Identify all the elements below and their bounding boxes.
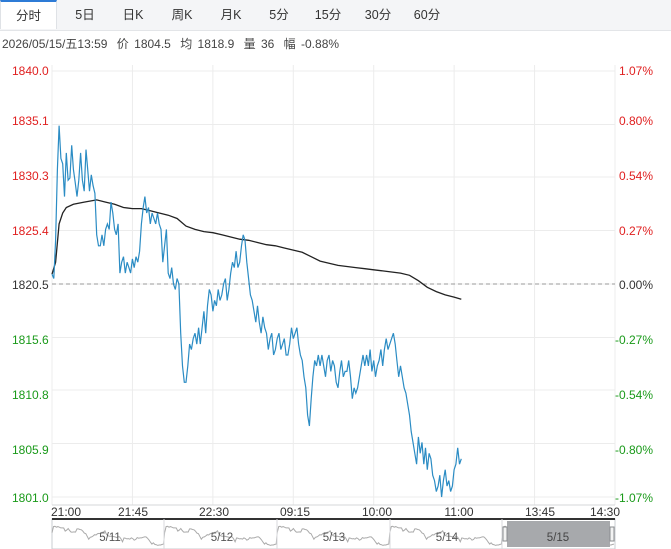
price-label: 价	[116, 37, 129, 51]
price-value: 1804.5	[134, 37, 171, 51]
pct-tick-label: 0.27%	[618, 224, 653, 238]
quote-datetime: 2026/05/15/五13:59	[2, 37, 108, 51]
tab-daily-k[interactable]: 日K	[122, 8, 144, 22]
pct-tick-label: -0.27%	[614, 333, 653, 347]
pct-tick-label: 0.80%	[618, 114, 653, 128]
navigator-date-label: 5/15	[546, 532, 570, 544]
x-tick-label: 21:00	[50, 505, 82, 519]
x-tick-label: 22:30	[198, 505, 230, 519]
tab-60-min[interactable]: 60分	[413, 8, 441, 22]
volume-value: 36	[260, 37, 275, 51]
quote-info-bar: 2026/05/15/五13:59 价 1804.5 均 1818.9 量 36…	[0, 31, 671, 57]
x-tick-label: 21:45	[117, 505, 149, 519]
navigator-left-handle[interactable]	[502, 526, 508, 542]
y-tick-label: 1820.5	[12, 278, 49, 292]
x-tick-label: 10:00	[361, 505, 393, 519]
tab-30-min[interactable]: 30分	[364, 8, 392, 22]
pct-tick-label: 1.07%	[618, 64, 653, 78]
y-tick-label: 1840.0	[12, 64, 49, 78]
pct-tick-label: -0.54%	[614, 388, 653, 402]
navigator-date-label: 5/11	[99, 532, 121, 544]
y-tick-label: 1830.3	[12, 169, 49, 183]
tab-15-min[interactable]: 15分	[314, 8, 342, 22]
chart-grid	[51, 65, 616, 506]
period-tab-bar: 分时 5日 日K 周K 月K 5分 15分 30分 60分	[0, 0, 671, 31]
navigator-selection[interactable]	[507, 521, 610, 547]
tab-monthly-k[interactable]: 月K	[220, 8, 242, 22]
range-navigator[interactable]	[51, 518, 616, 549]
volume-label: 量	[243, 37, 256, 51]
y-tick-label: 1805.9	[12, 443, 49, 457]
avg-label: 均	[180, 37, 193, 51]
tab-5-min[interactable]: 5分	[269, 8, 289, 22]
navigator-date-label: 5/12	[210, 532, 234, 544]
x-tick-label: 09:15	[279, 505, 311, 519]
navigator-date-label: 5/14	[435, 532, 459, 544]
avg-value: 1818.9	[197, 37, 235, 51]
navigator-date-label: 5/13	[322, 532, 346, 544]
y-tick-label: 1815.6	[12, 333, 49, 347]
pct-tick-label: -0.80%	[614, 443, 653, 457]
tab-weekly-k[interactable]: 周K	[171, 8, 193, 22]
price-line	[51, 125, 462, 498]
tab-5-day[interactable]: 5日	[75, 8, 95, 22]
x-tick-label: 11:00	[444, 505, 474, 519]
tab-intraday[interactable]: 分时	[0, 0, 57, 29]
y-tick-label: 1825.4	[12, 224, 49, 238]
x-tick-label: 13:45	[524, 505, 556, 519]
y-tick-label: 1810.8	[12, 388, 49, 402]
pct-tick-label: 0.54%	[618, 169, 653, 183]
y-tick-label: 1801.0	[12, 491, 49, 505]
pct-tick-label: 0.00%	[618, 278, 653, 292]
pct-tick-label: -1.07%	[614, 491, 653, 505]
y-tick-label: 1835.1	[12, 114, 49, 128]
navigator-right-handle[interactable]	[609, 526, 615, 542]
change-label: 幅	[283, 37, 296, 51]
change-value: -0.88%	[301, 37, 340, 51]
average-price-line	[51, 199, 462, 300]
x-tick-label: 14:30	[589, 505, 621, 519]
